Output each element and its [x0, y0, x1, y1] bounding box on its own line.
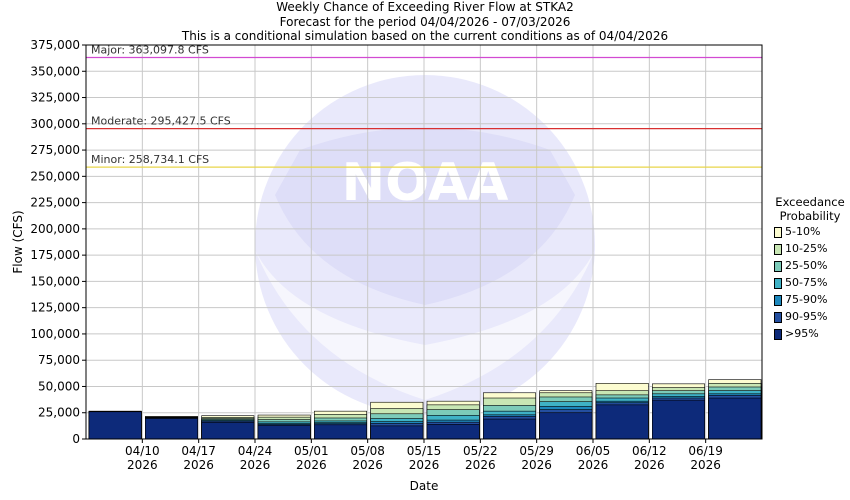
- bar-segment: [370, 425, 424, 440]
- x-tick-label: 04/10: [125, 444, 160, 458]
- legend-swatch: [774, 312, 782, 323]
- legend-label: 10-25%: [785, 242, 828, 255]
- y-tick-label: 350,000: [30, 64, 80, 78]
- x-tick-label: 05/01: [294, 444, 329, 458]
- x-tick-label: 04/17: [181, 444, 216, 458]
- bar-segment: [595, 404, 649, 440]
- bar-segment: [201, 422, 255, 440]
- threshold-label: Minor: 258,734.1 CFS: [91, 153, 209, 166]
- x-tick-label-year: 2026: [183, 458, 214, 472]
- legend-swatch: [774, 244, 782, 255]
- legend-swatch: [774, 261, 782, 272]
- y-tick-label: 175,000: [30, 248, 80, 262]
- bar-segment: [426, 423, 480, 440]
- bar-segment: [314, 424, 367, 440]
- legend-label: >95%: [785, 327, 819, 340]
- x-tick-label-year: 2026: [521, 458, 552, 472]
- noaa-watermark-logo: NOAA: [255, 75, 595, 415]
- y-tick-label: 275,000: [30, 143, 80, 157]
- x-tick-label-year: 2026: [352, 458, 383, 472]
- legend-label: 25-50%: [785, 259, 828, 272]
- chart-subtitle: Forecast for the period 04/04/2026 - 07/…: [279, 15, 571, 29]
- legend-label: 5-10%: [785, 225, 821, 238]
- legend-swatch: [774, 278, 782, 289]
- bar-segment: [539, 412, 593, 440]
- x-tick-label: 04/24: [238, 444, 273, 458]
- y-tick-label: 250,000: [30, 169, 80, 183]
- x-tick-label: 05/22: [463, 444, 498, 458]
- x-tick-label: 05/15: [407, 444, 442, 458]
- x-tick-label: 06/19: [688, 444, 723, 458]
- bar-segment: [257, 425, 311, 440]
- noaa-watermark-text: NOAA: [342, 153, 509, 213]
- bar-segment: [483, 418, 536, 440]
- legend-swatch: [774, 295, 782, 306]
- legend-title-line2: Probability: [779, 209, 841, 223]
- legend-label: 90-95%: [785, 310, 828, 323]
- x-tick-label: 06/12: [632, 444, 667, 458]
- x-tick-label-year: 2026: [578, 458, 609, 472]
- y-tick-label: 375,000: [30, 38, 80, 52]
- y-tick-label: 25,000: [38, 406, 80, 420]
- bar-segment: [145, 418, 198, 440]
- x-tick-label: 06/05: [576, 444, 611, 458]
- x-tick-label-year: 2026: [296, 458, 327, 472]
- y-tick-label: 200,000: [30, 222, 80, 236]
- threshold-label: Moderate: 295,427.5 CFS: [91, 115, 231, 128]
- legend-swatch: [774, 227, 782, 238]
- y-tick-label: 225,000: [30, 196, 80, 210]
- x-tick-label-year: 2026: [690, 458, 721, 472]
- x-tick-label-year: 2026: [409, 458, 440, 472]
- bar-segment: [652, 399, 705, 440]
- chart-subtitle-conditions: This is a conditional simulation based o…: [181, 29, 669, 43]
- y-tick-label: 325,000: [30, 91, 80, 105]
- y-tick-label: 150,000: [30, 274, 80, 288]
- y-tick-label: 100,000: [30, 327, 80, 341]
- legend-label: 75-90%: [785, 293, 828, 306]
- chart-title: Weekly Chance of Exceeding River Flow at…: [276, 0, 574, 14]
- threshold-label: Major: 363,097.8 CFS: [91, 44, 209, 57]
- y-tick-label: 125,000: [30, 301, 80, 315]
- x-axis-label: Date: [410, 479, 439, 493]
- y-axis-label: Flow (CFS): [11, 210, 25, 273]
- legend-label: 50-75%: [785, 276, 828, 289]
- y-tick-label: 75,000: [38, 353, 80, 367]
- legend-swatch: [774, 329, 782, 340]
- x-tick-label: 05/08: [350, 444, 385, 458]
- y-tick-label: 0: [72, 432, 80, 446]
- x-tick-label-year: 2026: [127, 458, 158, 472]
- x-tick-label-year: 2026: [465, 458, 496, 472]
- bar-segment: [88, 411, 142, 440]
- y-tick-label: 300,000: [30, 117, 80, 131]
- legend-title-line1: Exceedance: [775, 195, 845, 209]
- y-tick-label: 50,000: [38, 379, 80, 393]
- x-tick-label-year: 2026: [240, 458, 271, 472]
- bar-segment: [708, 397, 762, 440]
- x-tick-label: 05/29: [519, 444, 554, 458]
- x-tick-label-year: 2026: [634, 458, 665, 472]
